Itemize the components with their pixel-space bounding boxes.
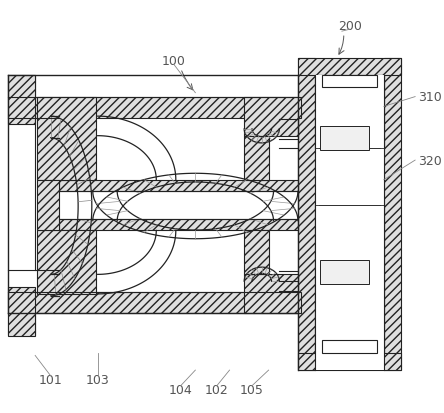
Text: 105: 105 [240, 383, 264, 396]
Bar [59, 219, 298, 231]
Text: 101: 101 [39, 373, 63, 387]
Text: 100: 100 [162, 55, 186, 68]
Bar [316, 149, 384, 157]
Bar [321, 127, 369, 151]
Bar [8, 292, 301, 314]
Bar [321, 127, 369, 138]
Text: 103: 103 [86, 373, 110, 387]
Bar [37, 180, 59, 231]
Bar [322, 340, 377, 353]
Bar [8, 76, 35, 97]
Bar [322, 76, 377, 88]
Bar [37, 231, 96, 294]
Bar [321, 138, 369, 151]
Bar [8, 76, 35, 125]
Bar [244, 231, 269, 275]
Bar [316, 76, 384, 149]
Bar [322, 340, 377, 353]
Text: 104: 104 [169, 383, 193, 396]
Bar [316, 149, 384, 206]
Bar [384, 58, 401, 370]
Text: 320: 320 [418, 154, 442, 167]
Bar [316, 76, 384, 370]
Bar [8, 97, 301, 119]
Bar [59, 180, 298, 192]
Bar [319, 149, 380, 206]
Bar [244, 97, 298, 136]
Text: 200: 200 [338, 20, 361, 33]
Bar [321, 260, 369, 272]
Bar [37, 97, 96, 180]
Bar [298, 58, 401, 76]
Bar [244, 136, 269, 180]
Bar [8, 314, 35, 335]
Bar [298, 353, 401, 370]
Bar [321, 272, 369, 285]
Text: 310: 310 [418, 91, 442, 104]
Bar [8, 287, 35, 336]
Bar [244, 275, 298, 314]
Bar [316, 206, 384, 353]
Text: 102: 102 [205, 383, 229, 396]
Bar [298, 58, 316, 370]
Bar [321, 260, 369, 285]
Bar [322, 340, 377, 353]
Bar [322, 76, 377, 88]
